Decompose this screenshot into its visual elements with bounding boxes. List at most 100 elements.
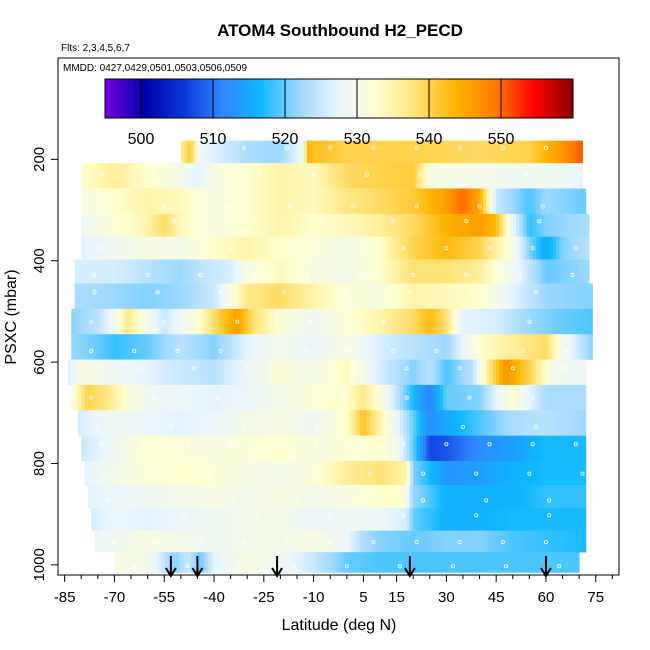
heatmap-cell — [270, 410, 275, 436]
heatmap-cell — [336, 259, 341, 284]
heatmap-cell — [230, 410, 235, 436]
heatmap-cell — [333, 384, 338, 411]
heatmap-cell — [323, 410, 328, 436]
heatmap-cell — [137, 410, 142, 436]
heatmap-cell — [419, 213, 424, 237]
heatmap-cell — [579, 140, 583, 164]
heatmap-cell — [97, 359, 102, 386]
heatmap-cell — [429, 359, 434, 386]
heatmap-cell — [87, 460, 92, 486]
heatmap-cell — [131, 236, 135, 260]
heatmap-cell — [579, 410, 583, 436]
heatmap-cell — [267, 140, 271, 164]
heatmap-cell — [499, 485, 504, 509]
heatmap-cell — [439, 435, 444, 462]
heatmap-cell — [194, 507, 198, 531]
heatmap-cell — [263, 507, 268, 531]
heatmap-cell — [536, 485, 540, 509]
heatmap-cell — [539, 485, 544, 509]
heatmap-cell — [200, 410, 205, 436]
heatmap-cell — [549, 140, 554, 164]
heatmap-cell — [436, 213, 441, 237]
heatmap-cell — [217, 530, 222, 553]
sample-dot — [348, 348, 353, 353]
heatmap-cell — [555, 485, 560, 509]
heatmap-cell — [233, 410, 238, 436]
heatmap-cell — [273, 308, 278, 335]
heatmap-cell — [376, 163, 381, 189]
heatmap-cell — [84, 213, 89, 237]
heatmap-cell — [137, 435, 142, 462]
heatmap-cell — [459, 163, 464, 189]
heatmap-cell — [506, 236, 510, 260]
heatmap-cell — [536, 460, 540, 486]
heatmap-cell — [154, 435, 158, 462]
y-tick-label: 1000 — [31, 548, 48, 581]
heatmap-cell — [157, 334, 162, 360]
heatmap-cell — [104, 384, 109, 411]
heatmap-cell — [250, 283, 255, 310]
heatmap-cell — [303, 213, 308, 237]
heatmap-cell — [257, 435, 261, 462]
heatmap-cell — [426, 485, 431, 509]
sample-dot — [198, 272, 203, 277]
heatmap-cell — [207, 410, 212, 436]
heatmap-cell — [240, 259, 245, 284]
heatmap-cell — [293, 435, 298, 462]
heatmap-cell — [502, 188, 507, 215]
heatmap-cell — [532, 140, 537, 164]
sample-dot — [464, 219, 469, 224]
heatmap-cell — [409, 308, 414, 335]
heatmap-cell — [545, 308, 550, 335]
heatmap-cell — [243, 384, 248, 411]
heatmap-cell — [406, 140, 411, 164]
heatmap-cell — [472, 507, 477, 531]
heatmap-cell — [456, 359, 461, 386]
heatmap-cell — [150, 410, 155, 436]
heatmap-cell — [443, 384, 447, 411]
heatmap-cell — [579, 530, 583, 553]
heatmap-cell — [499, 259, 504, 284]
heatmap-cell — [350, 334, 354, 360]
heatmap-cell — [104, 359, 109, 386]
sample-dot — [168, 424, 173, 429]
heatmap-cell — [346, 507, 351, 531]
heatmap-cell — [439, 530, 444, 553]
heatmap-cell — [240, 213, 245, 237]
heatmap-cell — [526, 552, 530, 573]
heatmap-cell — [104, 283, 109, 310]
heatmap-cell — [389, 163, 394, 189]
heatmap-cell — [396, 140, 401, 164]
heatmap-cell — [220, 460, 225, 486]
heatmap-cell — [459, 384, 464, 411]
heatmap-cell — [233, 236, 238, 260]
heatmap-cell — [539, 259, 544, 284]
heatmap-cell — [237, 384, 241, 411]
heatmap-cell — [147, 259, 152, 284]
heatmap-cell — [426, 435, 431, 462]
heatmap-cell — [555, 460, 560, 486]
heatmap-cell — [200, 334, 205, 360]
heatmap-cell — [184, 334, 188, 360]
heatmap-cell — [552, 530, 557, 553]
heatmap-cell — [333, 334, 338, 360]
heatmap-cell — [459, 552, 464, 573]
heatmap-cell — [214, 163, 218, 189]
heatmap-cell — [164, 530, 168, 553]
heatmap-cell — [257, 460, 261, 486]
heatmap-cell — [559, 188, 563, 215]
heatmap-cell — [260, 552, 265, 573]
heatmap-cell — [167, 552, 172, 573]
heatmap-cell — [197, 359, 202, 386]
heatmap-cell — [160, 485, 165, 509]
heatmap-cell — [376, 259, 381, 284]
heatmap-cell — [300, 410, 305, 436]
heatmap-cell — [137, 552, 142, 573]
heatmap-cell — [290, 188, 295, 215]
heatmap-cell — [326, 460, 331, 486]
heatmap-cell — [436, 236, 441, 260]
heatmap-cell — [323, 308, 328, 335]
heatmap-cell — [353, 213, 358, 237]
heatmap-cell — [270, 259, 275, 284]
heatmap-cell — [287, 485, 291, 509]
